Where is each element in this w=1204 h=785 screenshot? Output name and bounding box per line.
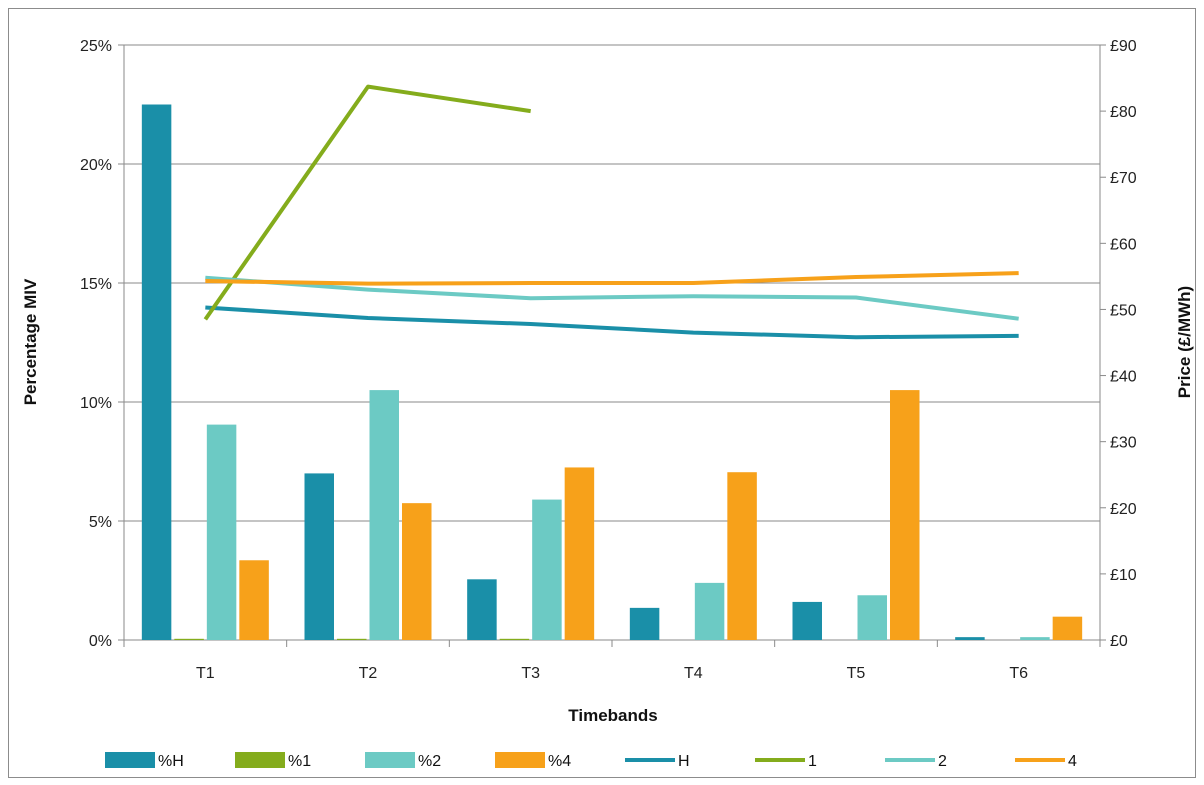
bar — [467, 579, 497, 640]
legend-label: H — [678, 753, 690, 770]
legend-swatch — [105, 752, 155, 768]
y2-tick-label: £20 — [1110, 501, 1137, 518]
legend-swatch — [495, 752, 545, 768]
bar — [630, 608, 660, 640]
bar — [955, 637, 985, 640]
legend-label: 4 — [1068, 753, 1077, 770]
y2-tick-label: £10 — [1110, 567, 1137, 584]
y-tick-label: 10% — [80, 395, 112, 412]
series-line — [205, 307, 1018, 337]
bar — [305, 473, 335, 640]
y2-tick-label: £60 — [1110, 236, 1137, 253]
x-tick-label: T6 — [1009, 665, 1028, 682]
y2-tick-label: £50 — [1110, 302, 1137, 319]
legend-swatch — [365, 752, 415, 768]
bar — [337, 639, 367, 640]
y2-tick-label: £0 — [1110, 633, 1128, 650]
y-tick-label: 25% — [80, 38, 112, 55]
legend-label: %4 — [548, 753, 571, 770]
bar — [500, 639, 529, 640]
y2-axis-title: Price (£/MWh) — [1175, 286, 1194, 398]
bar — [1053, 617, 1083, 640]
legend-label: 2 — [938, 753, 947, 770]
bar — [370, 390, 400, 640]
y-tick-label: 0% — [89, 633, 112, 650]
legend: %H %1 %2 %4 H 1 2 4 — [105, 752, 1077, 770]
bar — [858, 595, 888, 640]
tick-labels: 0% 5% 10% 15% 20% 25% £0 £10 £20 £30 £40 £50 £60 £70 £… — [80, 38, 1137, 682]
lines — [205, 87, 1018, 338]
y2-tick-label: £30 — [1110, 435, 1137, 452]
bar — [174, 639, 204, 640]
y2-tick-label: £90 — [1110, 38, 1137, 55]
axes — [118, 45, 1106, 647]
bars — [142, 105, 1082, 641]
x-tick-label: T1 — [196, 665, 215, 682]
y-tick-label: 20% — [80, 157, 112, 174]
bar — [402, 503, 432, 640]
y2-tick-label: £40 — [1110, 369, 1137, 386]
legend-label: %1 — [288, 753, 311, 770]
bar — [239, 560, 268, 640]
bar — [1020, 637, 1050, 640]
legend-swatch — [235, 752, 285, 768]
bar — [695, 583, 725, 640]
y2-tick-label: £80 — [1110, 104, 1137, 121]
y-axis-title: Percentage MIV — [21, 278, 40, 405]
bar — [532, 500, 562, 640]
y-tick-label: 5% — [89, 514, 112, 531]
x-tick-label: T4 — [684, 665, 703, 682]
y2-tick-label: £70 — [1110, 170, 1137, 187]
bar — [207, 425, 237, 640]
legend-label: %2 — [418, 753, 441, 770]
bar — [793, 602, 823, 640]
x-tick-label: T3 — [521, 665, 540, 682]
x-axis-title: Timebands — [568, 706, 657, 725]
bar — [142, 105, 172, 641]
bar — [565, 467, 595, 640]
bar — [890, 390, 920, 640]
series-line — [205, 273, 1018, 284]
bar — [727, 472, 757, 640]
x-tick-label: T2 — [359, 665, 378, 682]
legend-label: 1 — [808, 753, 817, 770]
y-tick-label: 15% — [80, 276, 112, 293]
legend-label: %H — [158, 753, 184, 770]
x-tick-label: T5 — [847, 665, 866, 682]
